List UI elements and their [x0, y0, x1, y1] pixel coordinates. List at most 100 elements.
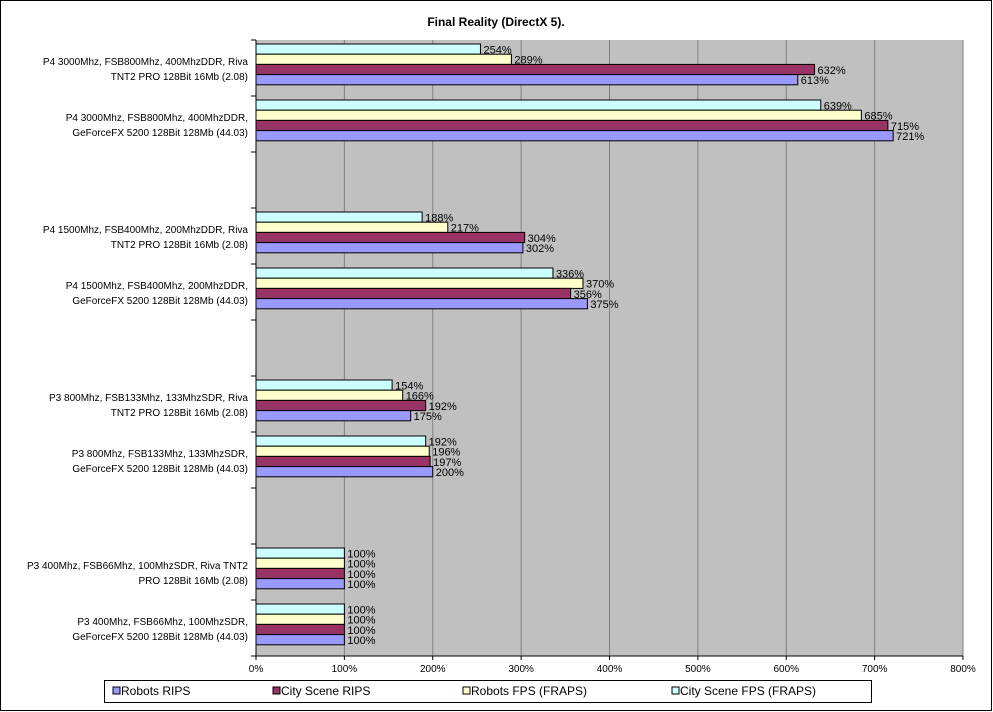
data-label: 175%: [414, 411, 442, 423]
data-label: 304%: [528, 233, 556, 245]
data-label: 100%: [347, 605, 375, 617]
bar: [255, 43, 481, 55]
data-label: 166%: [406, 391, 434, 403]
bar: [255, 298, 588, 310]
category-label: PRO 128Bit 16Mb (2.08): [139, 576, 249, 587]
category-label: P3 800Mhz, FSB133Mhz, 133MhzSDR, Riva: [49, 393, 248, 404]
bar: [255, 567, 345, 580]
x-tick-label: 800%: [950, 664, 976, 675]
x-tick-label: 600%: [773, 664, 799, 675]
bar: [255, 53, 512, 65]
bar: [255, 221, 449, 233]
legend-swatch: [671, 686, 680, 695]
data-label: 336%: [556, 269, 584, 281]
bar: [255, 547, 345, 559]
data-label: 289%: [514, 55, 542, 67]
bar: [255, 242, 524, 254]
bar: [255, 277, 584, 289]
category-label: P3 800Mhz, FSB133Mhz, 133MhzSDR,: [72, 449, 248, 460]
category-label: TNT2 PRO 128Bit 16Mb (2.08): [111, 72, 248, 83]
bar: [255, 435, 427, 447]
legend-label: Robots FPS (FRAPS): [471, 684, 587, 698]
bar: [255, 399, 427, 412]
data-label: 632%: [818, 65, 846, 77]
data-label: 100%: [347, 635, 375, 647]
data-label: 100%: [347, 549, 375, 561]
category-label: GeForceFX 5200 128Bit 128Mb (44.03): [72, 128, 248, 139]
data-label: 200%: [436, 467, 464, 479]
x-tick-label: 300%: [508, 664, 534, 675]
category-label: TNT2 PRO 128Bit 16Mb (2.08): [111, 408, 248, 419]
bar: [255, 231, 526, 244]
data-label: 100%: [347, 625, 375, 637]
legend-swatch: [462, 686, 471, 695]
bar: [255, 410, 412, 422]
data-label: 100%: [347, 569, 375, 581]
bar: [255, 634, 345, 646]
category-label: P4 3000Mhz, FSB800Mhz, 400MhzDDR, Riva: [43, 57, 249, 68]
legend-label: Robots RIPS: [121, 684, 190, 698]
data-label: 613%: [801, 75, 829, 87]
data-label: 217%: [451, 223, 479, 235]
legend: [104, 680, 872, 703]
bar: [255, 578, 345, 590]
legend-label: City Scene RIPS: [281, 684, 370, 698]
x-tick-label: 400%: [597, 664, 623, 675]
bar: [255, 379, 393, 391]
data-label: 100%: [347, 559, 375, 571]
data-label: 154%: [395, 381, 423, 393]
data-label: 196%: [432, 447, 460, 459]
data-label: 375%: [590, 299, 618, 311]
bar: [255, 287, 572, 300]
data-label: 356%: [574, 289, 602, 301]
data-label: 254%: [483, 45, 511, 57]
category-label: P3 400Mhz, FSB66Mhz, 100MhzSDR, Riva TNT…: [27, 561, 248, 572]
legend-swatch: [112, 686, 121, 695]
data-label: 192%: [429, 401, 457, 413]
bar: [255, 63, 816, 76]
legend-label: City Scene FPS (FRAPS): [680, 684, 816, 698]
x-tick-label: 700%: [862, 664, 888, 675]
category-label: GeForceFX 5200 128Bit 128Mb (44.03): [72, 464, 248, 475]
x-tick-label: 100%: [332, 664, 358, 675]
x-tick-label: 200%: [420, 664, 446, 675]
category-label: P4 1500Mhz, FSB400Mhz, 200MhzDDR,: [66, 281, 248, 292]
bar: [255, 109, 862, 121]
category-label: TNT2 PRO 128Bit 16Mb (2.08): [111, 240, 248, 251]
data-label: 197%: [433, 457, 461, 469]
bar: [255, 613, 345, 625]
x-tick-label: 500%: [685, 664, 711, 675]
category-label: GeForceFX 5200 128Bit 128Mb (44.03): [72, 632, 248, 643]
bar: [255, 455, 431, 468]
data-label: 685%: [864, 111, 892, 123]
legend-swatch: [272, 686, 281, 695]
category-label: P4 3000Mhz, FSB800Mhz, 400MhzDDR,: [66, 113, 248, 124]
data-label: 639%: [824, 101, 852, 113]
bar: [255, 130, 894, 142]
bar: [255, 603, 345, 615]
bar: [255, 99, 822, 111]
data-label: 188%: [425, 213, 453, 225]
data-label: 100%: [347, 615, 375, 627]
bar: [255, 211, 423, 223]
category-label: GeForceFX 5200 128Bit 128Mb (44.03): [72, 296, 248, 307]
data-label: 370%: [586, 279, 614, 291]
bar: [255, 74, 799, 86]
category-label: P3 400Mhz, FSB66Mhz, 100MhzSDR,: [77, 617, 248, 628]
bar: [255, 389, 404, 401]
x-tick-label: 0%: [249, 664, 264, 675]
bar: [255, 623, 345, 636]
chart-title: Final Reality (DirectX 5).: [427, 15, 564, 29]
data-label: 192%: [429, 437, 457, 449]
bar: [255, 466, 434, 478]
category-label: P4 1500Mhz, FSB400Mhz, 200MhzDDR, Riva: [43, 225, 249, 236]
data-label: 100%: [347, 579, 375, 591]
bar: [255, 557, 345, 569]
data-label: 721%: [896, 131, 924, 143]
data-label: 302%: [526, 243, 554, 255]
bar: [255, 119, 889, 132]
bar: [255, 267, 554, 279]
data-label: 715%: [891, 121, 919, 133]
